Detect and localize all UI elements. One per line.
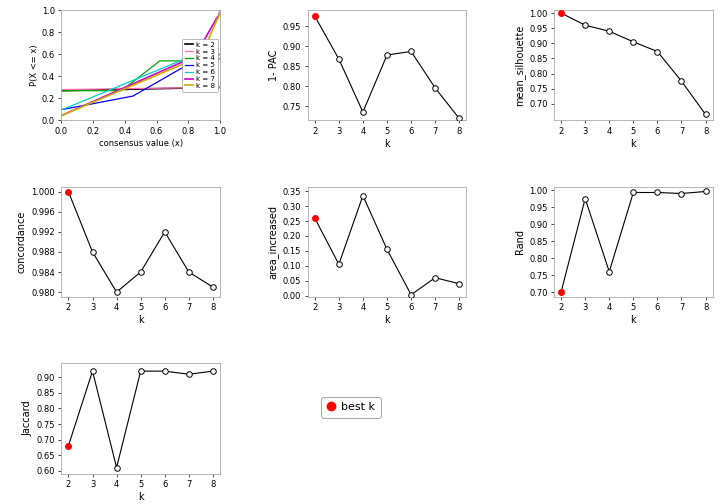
k = 4 xyxy=(151,61,160,67)
k = 5 xyxy=(58,106,66,112)
k = 3 xyxy=(216,84,225,90)
Line: k = 5: k = 5 xyxy=(61,54,220,109)
k = 6 xyxy=(154,67,163,73)
k = 4 xyxy=(151,61,160,68)
k = 5 xyxy=(201,55,210,61)
k = 7 xyxy=(201,35,210,41)
Legend: k = 2, k = 3, k = 4, k = 5, k = 6, k = 7, k = 8: k = 2, k = 3, k = 4, k = 5, k = 6, k = 7… xyxy=(182,39,218,92)
k = 3 xyxy=(201,85,210,91)
Line: k = 2: k = 2 xyxy=(61,87,220,91)
k = 2 xyxy=(58,88,66,94)
k = 2 xyxy=(151,86,160,92)
k = 2 xyxy=(201,85,210,91)
X-axis label: k: k xyxy=(631,315,636,325)
k = 2 xyxy=(191,85,199,91)
k = 6 xyxy=(58,106,66,112)
k = 5 xyxy=(216,51,225,57)
Y-axis label: Rand: Rand xyxy=(515,229,525,255)
k = 8 xyxy=(191,56,199,62)
Line: k = 3: k = 3 xyxy=(61,87,220,90)
Legend: best k: best k xyxy=(321,397,381,418)
k = 8 xyxy=(57,112,66,118)
Y-axis label: Jaccard: Jaccard xyxy=(22,401,32,436)
k = 4 xyxy=(201,58,210,64)
k = 4 xyxy=(191,58,199,64)
k = 8 xyxy=(154,72,163,78)
k = 8 xyxy=(151,73,160,79)
k = 4 xyxy=(58,88,66,94)
k = 6 xyxy=(57,106,66,112)
Y-axis label: P(X <= x): P(X <= x) xyxy=(30,44,39,86)
k = 8 xyxy=(58,112,66,118)
k = 5 xyxy=(57,106,66,112)
k = 7 xyxy=(57,112,66,118)
k = 3 xyxy=(154,85,163,91)
k = 4 xyxy=(57,88,66,94)
k = 2 xyxy=(57,88,66,94)
k = 6 xyxy=(201,53,210,59)
k = 2 xyxy=(216,84,225,90)
Y-axis label: concordance: concordance xyxy=(17,211,27,273)
Line: k = 6: k = 6 xyxy=(61,54,220,109)
k = 6 xyxy=(191,54,199,60)
k = 5 xyxy=(151,80,160,86)
X-axis label: k: k xyxy=(138,492,143,502)
Y-axis label: mean_silhouette: mean_silhouette xyxy=(514,25,525,106)
k = 8 xyxy=(216,8,225,14)
Line: k = 8: k = 8 xyxy=(61,11,220,115)
k = 7 xyxy=(154,70,163,76)
k = 6 xyxy=(151,68,160,74)
k = 3 xyxy=(151,85,160,91)
k = 2 xyxy=(151,86,160,92)
X-axis label: k: k xyxy=(138,315,143,325)
k = 6 xyxy=(216,51,225,57)
Y-axis label: area_increased: area_increased xyxy=(268,205,279,279)
k = 7 xyxy=(216,8,225,14)
k = 3 xyxy=(58,87,66,93)
k = 4 xyxy=(216,55,225,61)
k = 8 xyxy=(151,73,160,79)
X-axis label: k: k xyxy=(631,139,636,149)
k = 3 xyxy=(151,85,160,91)
k = 7 xyxy=(191,52,199,58)
X-axis label: consensus value (x): consensus value (x) xyxy=(99,139,183,148)
k = 2 xyxy=(154,86,163,92)
k = 5 xyxy=(191,57,199,64)
X-axis label: k: k xyxy=(384,315,390,325)
k = 7 xyxy=(58,112,66,118)
Y-axis label: 1- PAC: 1- PAC xyxy=(269,49,279,81)
k = 3 xyxy=(57,87,66,93)
k = 3 xyxy=(191,85,199,91)
k = 7 xyxy=(151,71,160,77)
X-axis label: k: k xyxy=(384,139,390,149)
k = 6 xyxy=(151,68,160,74)
k = 5 xyxy=(154,79,163,85)
k = 8 xyxy=(201,44,210,50)
k = 4 xyxy=(154,59,163,65)
Line: k = 4: k = 4 xyxy=(61,58,220,91)
k = 7 xyxy=(151,71,160,77)
Line: k = 7: k = 7 xyxy=(61,11,220,115)
k = 5 xyxy=(151,80,160,86)
